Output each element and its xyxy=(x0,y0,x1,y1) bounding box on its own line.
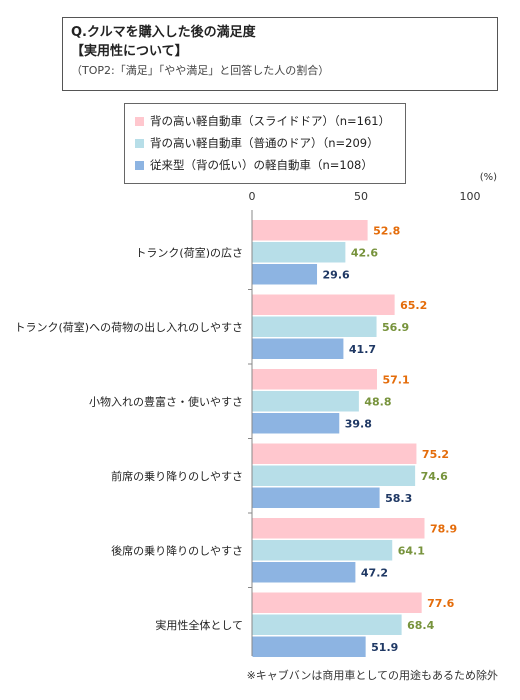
data-label-s3-c3: 58.3 xyxy=(385,492,412,505)
category-label-4: 後席の乗り降りのしやすさ xyxy=(111,543,243,557)
data-label-s1-c3: 75.2 xyxy=(422,448,449,461)
data-label-s3-c4: 47.2 xyxy=(361,566,388,579)
data-label-s3-c5: 51.9 xyxy=(371,641,398,654)
bar-s1-c3 xyxy=(252,443,417,464)
legend-swatch-series2 xyxy=(135,138,144,148)
data-label-s2-c4: 64.1 xyxy=(398,544,425,557)
data-label-s2-c1: 56.9 xyxy=(382,321,409,334)
category-label-2: 小物入れの豊富さ・使いやすさ xyxy=(89,394,243,408)
title-box: Q.クルマを購入した後の満足度 【実用性について】 （TOP2:「満足」「やや満… xyxy=(62,17,498,91)
bar-s3-c3 xyxy=(252,487,380,508)
legend: 背の高い軽自動車（スライドドア）（n=161） 背の高い軽自動車（普通のドア）（… xyxy=(124,103,406,184)
data-label-s1-c5: 77.6 xyxy=(427,597,454,610)
data-label-s2-c0: 42.6 xyxy=(351,246,378,259)
data-label-s3-c2: 39.8 xyxy=(345,417,372,430)
bar-s1-c1 xyxy=(252,294,395,315)
legend-item-series2: 背の高い軽自動車（普通のドア）（n=209） xyxy=(135,132,395,154)
bar-s3-c0 xyxy=(252,264,318,285)
data-label-s1-c2: 57.1 xyxy=(382,373,409,386)
legend-label-series1: 背の高い軽自動車（スライドドア）（n=161） xyxy=(150,114,391,128)
bar-s2-c0 xyxy=(252,242,346,263)
category-label-5: 実用性全体として xyxy=(155,618,243,632)
category-label-1: トランク(荷室)への荷物の出し入れのしやすさ xyxy=(15,320,243,334)
x-tick-label-0: 0 xyxy=(249,190,256,203)
data-label-s1-c0: 52.8 xyxy=(373,224,400,237)
bar-s2-c2 xyxy=(252,391,359,412)
bar-s3-c5 xyxy=(252,636,366,657)
legend-label-series3: 従来型（背の低い）の軽自動車（n=108） xyxy=(150,158,373,172)
bar-s2-c4 xyxy=(252,540,393,561)
bar-s2-c1 xyxy=(252,316,377,337)
data-label-s3-c0: 29.6 xyxy=(323,268,350,281)
data-label-s2-c5: 68.4 xyxy=(407,619,434,632)
category-label-3: 前席の乗り降りのしやすさ xyxy=(111,469,243,483)
bar-s1-c5 xyxy=(252,592,422,613)
chart-subtitle: 【実用性について】 xyxy=(71,44,188,59)
legend-item-series1: 背の高い軽自動車（スライドドア）（n=161） xyxy=(135,110,395,132)
data-label-s2-c2: 48.8 xyxy=(364,395,391,408)
data-label-s1-c4: 78.9 xyxy=(430,522,457,535)
legend-swatch-series1 xyxy=(135,116,144,126)
x-tick-label-1: 50 xyxy=(354,190,368,203)
bar-s3-c2 xyxy=(252,413,340,434)
legend-item-series3: 従来型（背の低い）の軽自動車（n=108） xyxy=(135,154,395,176)
footnote: ※キャブバンは商用車としての用途もあるため除外 xyxy=(246,669,498,682)
data-label-s3-c1: 41.7 xyxy=(349,343,376,356)
chart-title: Q.クルマを購入した後の満足度 xyxy=(71,25,256,40)
bar-s1-c0 xyxy=(252,220,368,241)
category-label-0: トランク(荷室)の広さ xyxy=(135,245,243,259)
data-label-s1-c1: 65.2 xyxy=(400,299,427,312)
legend-swatch-series3 xyxy=(135,160,144,170)
legend-label-series2: 背の高い軽自動車（普通のドア）（n=209） xyxy=(150,136,379,150)
bar-s2-c5 xyxy=(252,614,402,635)
bar-s2-c3 xyxy=(252,465,416,486)
chart-note: （TOP2:「満足」「やや満足」と回答した人の割合） xyxy=(71,64,330,77)
bar-s1-c4 xyxy=(252,518,425,539)
unit-label: (%) xyxy=(480,172,497,183)
bar-s3-c4 xyxy=(252,562,356,583)
x-tick-label-2: 100 xyxy=(460,190,481,203)
bar-s1-c2 xyxy=(252,369,377,390)
bar-s3-c1 xyxy=(252,338,344,359)
data-label-s2-c3: 74.6 xyxy=(421,470,448,483)
